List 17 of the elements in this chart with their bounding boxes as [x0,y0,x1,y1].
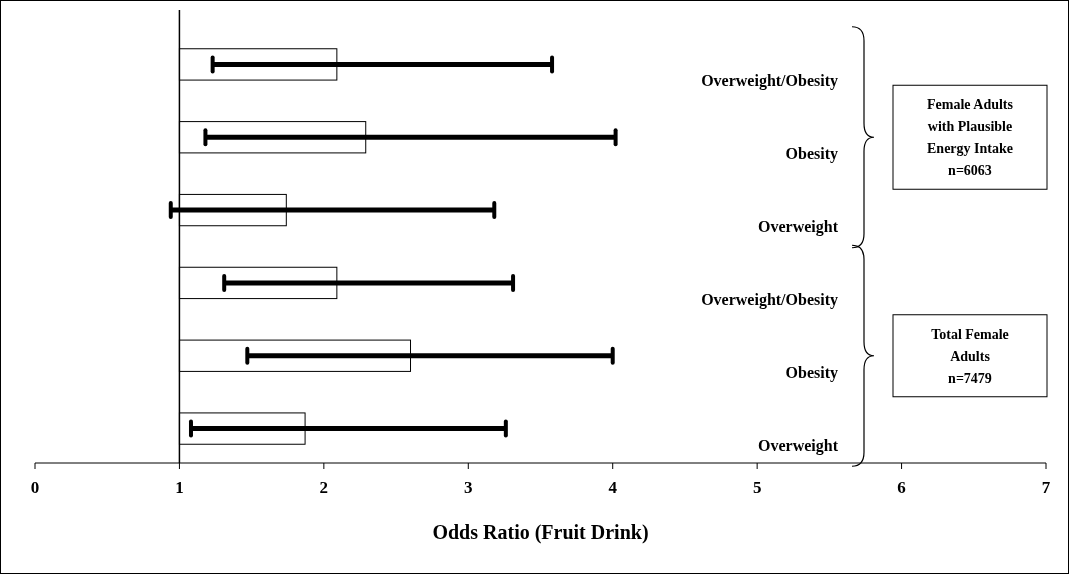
annotation: Female Adults with Plausible Energy Intake n=6063 [927,97,1014,179]
x-tick-label: 4 [608,478,618,497]
y-tick-label: Obesity [785,363,838,382]
annotation: Total Female Adults n=7479 [931,326,1009,386]
x-tick-label: 2 [319,478,329,497]
y-tick-label: Overweight [758,218,839,237]
x-axis-title: Odds Ratio (Fruit Drink) [432,521,649,544]
y-tick-label: Obesity [785,145,838,164]
x-tick-label: 1 [175,478,184,497]
y-tick-label: Overweight/Obesity [701,72,838,91]
x-tick-label: 6 [897,478,906,497]
x-tick-label: 7 [1041,478,1051,497]
x-tick-label: 0 [30,478,40,497]
x-tick-label: 3 [464,478,473,497]
y-tick-label: Overweight [758,436,839,455]
x-tick-label: 5 [752,478,762,497]
y-tick-label: Overweight/Obesity [701,290,838,309]
